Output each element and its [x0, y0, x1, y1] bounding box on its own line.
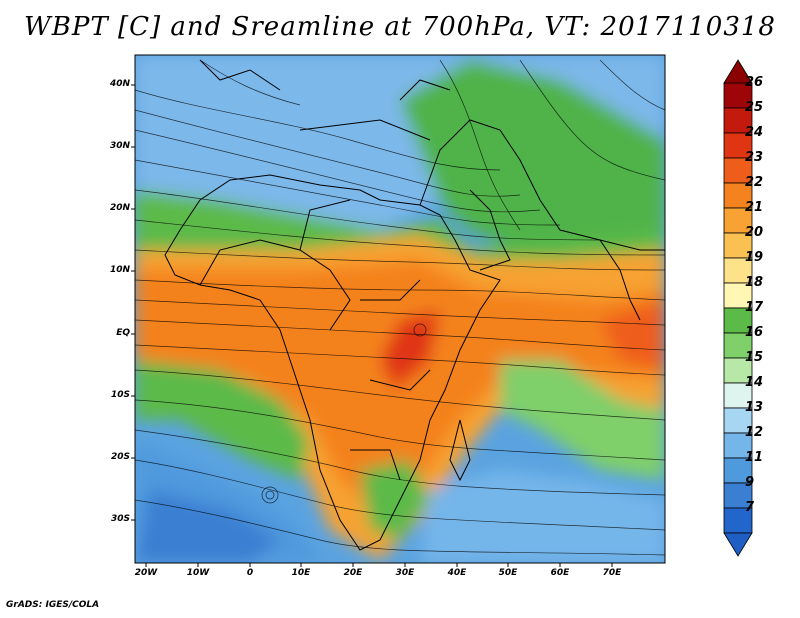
lat-label-30s: 30S	[110, 514, 130, 524]
colorbar-swatch	[723, 307, 753, 334]
colorbar-label: 24	[745, 125, 764, 140]
colorbar-label: 18	[745, 275, 764, 290]
lat-label-10s: 10S	[110, 390, 130, 400]
coastlines-and-borders	[164, 59, 665, 551]
lon-label-50e: 50E	[498, 568, 518, 578]
colorbar-swatch	[723, 482, 753, 509]
lon-label-20w: 20W	[134, 568, 158, 578]
colorbar-label: 12	[745, 425, 764, 440]
colorbar-swatch	[723, 107, 753, 134]
lon-label-0: 0	[246, 568, 254, 578]
colorbar-swatch	[723, 182, 753, 209]
lat-label-eq: EQ	[116, 328, 130, 338]
colorbar-label: 9	[745, 475, 755, 490]
colorbar-label: 11	[745, 450, 764, 465]
axis-ticks	[131, 84, 613, 567]
lon-label-20e: 20E	[343, 568, 363, 578]
colorbar-swatch	[723, 232, 753, 259]
colorbar-swatch	[723, 507, 753, 534]
colorbar-swatch	[723, 407, 753, 434]
colorbar-label: 20	[745, 225, 764, 240]
colorbar-swatches	[723, 82, 753, 534]
colorbar-label: 22	[745, 175, 764, 190]
grads-credit: GrADS: IGES/COLA	[6, 600, 100, 610]
colorbar-swatch	[723, 282, 753, 309]
colorbar	[723, 59, 753, 557]
map-frame	[134, 54, 666, 564]
colorbar-swatch	[723, 82, 753, 109]
colorbar-swatch	[723, 207, 753, 234]
colorbar-bottom-arrow	[723, 532, 753, 557]
lon-label-40e: 40E	[447, 568, 467, 578]
lon-label-30e: 30E	[395, 568, 415, 578]
lon-label-10e: 10E	[291, 568, 311, 578]
lat-label-20n: 20N	[109, 203, 130, 213]
colorbar-label: 7	[745, 500, 755, 515]
colorbar-swatch	[723, 257, 753, 284]
temperature-field	[135, 55, 665, 563]
colorbar-label: 23	[745, 150, 764, 165]
lat-label-10n: 10N	[109, 265, 130, 275]
colorbar-swatch	[723, 357, 753, 384]
map-title: WBPT [C] and Sreamline at 700hPa, VT: 20…	[24, 12, 776, 42]
lat-label-20s: 20S	[110, 452, 130, 462]
colorbar-label: 26	[745, 75, 764, 90]
streamlines	[135, 59, 665, 556]
colorbar-label: 16	[745, 325, 764, 340]
colorbar-label: 14	[745, 375, 764, 390]
colorbar-label: 17	[745, 300, 764, 315]
lon-label-10w: 10W	[186, 568, 210, 578]
lat-label-30n: 30N	[109, 141, 130, 151]
colorbar-label: 19	[745, 250, 764, 265]
colorbar-top-arrow	[723, 59, 753, 84]
lat-label-40n: 40N	[109, 79, 130, 89]
colorbar-swatch	[723, 332, 753, 359]
colorbar-label: 25	[745, 100, 764, 115]
colorbar-swatch	[723, 157, 753, 184]
colorbar-label: 13	[745, 400, 764, 415]
colorbar-swatch	[723, 132, 753, 159]
lon-label-60e: 60E	[550, 568, 570, 578]
colorbar-swatch	[723, 432, 753, 459]
lon-label-70e: 70E	[602, 568, 622, 578]
colorbar-label: 21	[745, 200, 764, 215]
colorbar-label: 15	[745, 350, 764, 365]
